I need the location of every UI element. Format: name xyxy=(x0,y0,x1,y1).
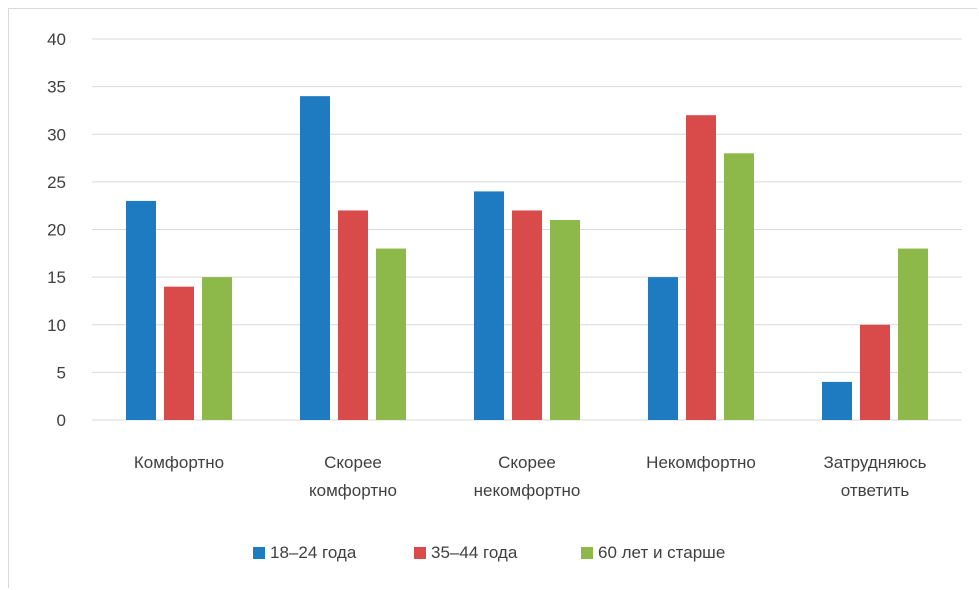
bar xyxy=(648,277,678,420)
x-category-label: комфортно xyxy=(309,481,397,500)
legend-label: 35–44 года xyxy=(431,543,518,562)
bar xyxy=(724,153,754,421)
y-tick-label: 40 xyxy=(47,30,66,49)
legend-label: 18–24 года xyxy=(270,543,357,562)
legend-swatch xyxy=(253,547,265,559)
y-tick-label: 15 xyxy=(47,268,66,287)
x-category-label: Скорее xyxy=(324,453,382,472)
bar xyxy=(376,248,406,420)
bar xyxy=(338,210,368,420)
y-tick-label: 30 xyxy=(47,125,66,144)
bar xyxy=(126,200,156,420)
x-category-label: Затрудняюсь xyxy=(824,453,927,472)
x-category-label: Некомфортно xyxy=(646,453,756,472)
x-category-label: ответить xyxy=(841,481,910,500)
y-tick-label: 25 xyxy=(47,173,66,192)
bar xyxy=(860,324,890,420)
bar xyxy=(164,286,194,420)
bar xyxy=(300,96,330,421)
bar xyxy=(202,277,232,420)
bar xyxy=(898,248,928,420)
y-tick-label: 20 xyxy=(47,221,66,240)
y-tick-label: 0 xyxy=(57,411,66,430)
legend-swatch xyxy=(414,547,426,559)
x-category-label: некомфортно xyxy=(474,481,581,500)
legend-label: 60 лет и старше xyxy=(598,543,725,562)
x-category-label: Комфортно xyxy=(134,453,224,472)
bar xyxy=(686,115,716,420)
y-tick-label: 35 xyxy=(47,78,66,97)
legend-swatch xyxy=(581,547,593,559)
y-tick-label: 5 xyxy=(57,363,66,382)
bar xyxy=(512,210,542,420)
bar xyxy=(474,191,504,420)
bar xyxy=(822,381,852,420)
chart-frame xyxy=(8,8,977,588)
x-category-label: Скорее xyxy=(498,453,556,472)
y-tick-label: 10 xyxy=(47,316,66,335)
bar xyxy=(550,219,580,420)
